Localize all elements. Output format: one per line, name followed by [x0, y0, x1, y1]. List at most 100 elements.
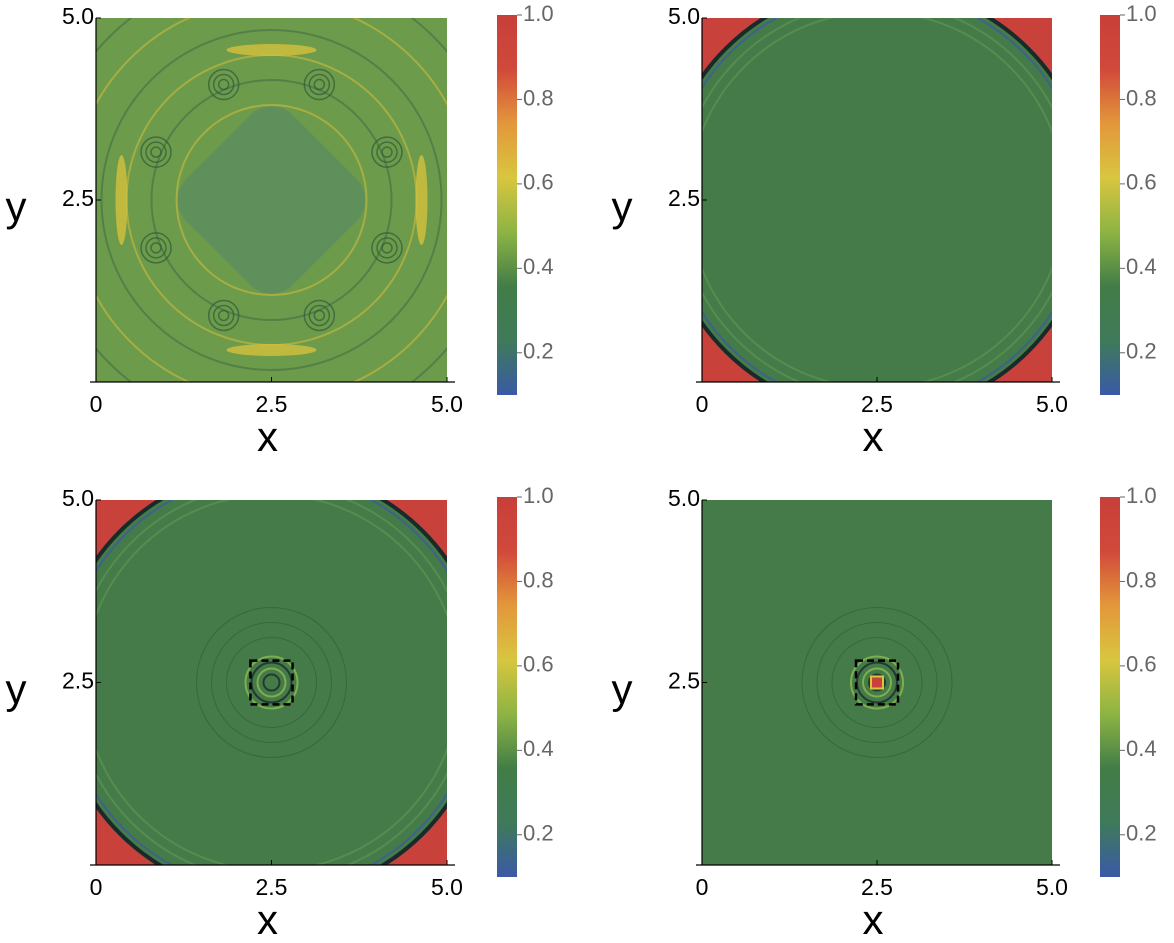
field-ring — [150, 242, 162, 254]
field-ring — [140, 232, 172, 264]
colorbar-tick-label: 0.4 — [1126, 254, 1157, 279]
colorbar-tick-label: 0.6 — [523, 652, 554, 677]
colorbar — [497, 497, 517, 877]
field-ring — [256, 667, 287, 698]
colorbar-tick-label: 0.2 — [523, 339, 554, 364]
colorbar-tick-label: 0.8 — [1126, 85, 1157, 110]
field-ring — [175, 104, 368, 296]
field-ring — [376, 141, 398, 163]
field-ring — [868, 673, 886, 692]
density-field — [702, 18, 1052, 382]
field-ring — [381, 146, 393, 158]
density-field — [702, 500, 1052, 865]
x-tick-label: 5.0 — [431, 391, 463, 417]
x-tick-label: 5.0 — [1036, 391, 1068, 417]
y-axis-label: y — [6, 183, 27, 230]
field-ring — [150, 79, 393, 321]
field-ring — [308, 73, 331, 96]
y-axis-label: y — [6, 666, 27, 713]
colorbar-tick-label: 0.6 — [1126, 652, 1157, 677]
field-ring — [831, 637, 923, 728]
highlight-box — [249, 659, 294, 706]
field-blob — [115, 155, 128, 245]
field-ring — [371, 136, 403, 168]
field-ring — [313, 309, 326, 322]
y-axis-label: y — [612, 183, 633, 230]
colorbar — [497, 15, 517, 395]
field-ring — [207, 299, 240, 332]
field-core — [177, 106, 366, 294]
x-tick-label: 2.5 — [861, 391, 893, 417]
field-blob — [226, 344, 317, 356]
colorbar-tick-label: 0.6 — [523, 170, 554, 195]
field-ring — [381, 242, 393, 254]
x-tick-label: 0 — [696, 391, 709, 417]
field-ring — [376, 237, 398, 259]
colorbar-tick-label: 0.8 — [1126, 567, 1157, 592]
x-tick-label: 5.0 — [431, 874, 463, 900]
y-tick-label: 2.5 — [62, 668, 94, 694]
field-ring — [313, 78, 326, 91]
colorbar-tick-label: 0.4 — [523, 736, 554, 761]
field-ring — [150, 146, 162, 158]
field-ring — [262, 673, 281, 692]
colorbar-tick-label: 0.4 — [1126, 736, 1157, 761]
colorbar-tick-label: 1.0 — [1126, 483, 1157, 508]
x-tick-label: 0 — [90, 874, 103, 900]
y-tick-label: 2.5 — [668, 668, 700, 694]
field-ring — [226, 637, 317, 728]
field-ring — [100, 29, 443, 371]
y-axis-label: y — [612, 666, 633, 713]
field-front — [702, 18, 1052, 382]
panel: 0 2.5 5.0 2.5 5.0 x y 0.2 0.4 0.6 0.8 1.0 — [612, 1, 1157, 460]
field-ring — [850, 655, 904, 710]
colorbar-tick-label: 0.2 — [1126, 821, 1157, 846]
field-peak — [870, 675, 884, 690]
field-ring — [371, 232, 403, 264]
colorbar-tick-label: 0.2 — [523, 821, 554, 846]
y-tick-label: 2.5 — [668, 185, 700, 211]
field-ring — [212, 304, 235, 327]
field-ring — [801, 607, 953, 758]
x-axis-label: x — [257, 896, 278, 943]
x-tick-label: 0 — [696, 874, 709, 900]
colorbar-tick-label: 0.8 — [523, 85, 554, 110]
field-ring — [212, 73, 235, 96]
field-ring — [196, 607, 347, 758]
field-ring — [308, 304, 331, 327]
colorbar — [1100, 497, 1120, 877]
field-ring — [217, 309, 230, 322]
highlight-box — [854, 659, 900, 706]
colorbar-tick-label: 0.4 — [523, 254, 554, 279]
field-front — [96, 500, 447, 865]
field-ring — [217, 78, 230, 91]
x-tick-label: 0 — [90, 391, 103, 417]
colorbar-tick-label: 0.6 — [1126, 170, 1157, 195]
x-tick-label: 2.5 — [256, 874, 288, 900]
density-field — [96, 500, 447, 865]
field-ring — [862, 667, 892, 698]
field-ring — [207, 68, 240, 101]
colorbar-tick-label: 1.0 — [1126, 1, 1157, 26]
x-axis-label: x — [257, 413, 278, 460]
colorbar-tick-label: 0.2 — [1126, 339, 1157, 364]
field-blob — [415, 155, 428, 245]
colorbar — [1100, 15, 1120, 395]
y-tick-label: 5.0 — [668, 485, 700, 511]
field-ring — [145, 141, 167, 163]
density-field — [96, 18, 447, 382]
y-tick-label: 2.5 — [62, 185, 94, 211]
x-axis-label: x — [863, 896, 884, 943]
x-tick-label: 2.5 — [256, 391, 288, 417]
panel: 0 2.5 5.0 2.5 5.0 x y 0.2 0.4 0.6 0.8 1.0 — [6, 483, 554, 943]
panel: 0 2.5 5.0 2.5 5.0 x y 0.2 0.4 0.6 0.8 1.0 — [6, 1, 554, 460]
panel: 0 2.5 5.0 2.5 5.0 x y 0.2 0.4 0.6 0.8 1.0 — [612, 483, 1157, 943]
field-ring — [244, 655, 299, 710]
colorbar-tick-label: 1.0 — [523, 483, 554, 508]
field-ring — [303, 68, 336, 101]
field-ring — [303, 299, 336, 332]
field-blob — [226, 44, 317, 56]
field-ring — [145, 237, 167, 259]
colorbar-tick-label: 0.8 — [523, 567, 554, 592]
